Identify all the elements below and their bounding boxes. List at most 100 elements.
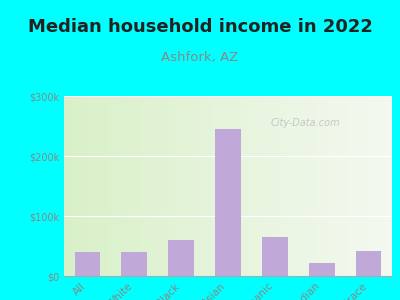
- Bar: [262, 96, 264, 276]
- Bar: [349, 96, 351, 276]
- Bar: [159, 96, 161, 276]
- Bar: [276, 96, 277, 276]
- Bar: [366, 96, 367, 276]
- Bar: [274, 96, 276, 276]
- Bar: [138, 96, 140, 276]
- Bar: [258, 96, 259, 276]
- Bar: [308, 96, 310, 276]
- Bar: [98, 96, 100, 276]
- Bar: [313, 96, 315, 276]
- Bar: [72, 96, 74, 276]
- Bar: [280, 96, 282, 276]
- Bar: [234, 96, 236, 276]
- Bar: [149, 96, 151, 276]
- Bar: [126, 96, 128, 276]
- Bar: [202, 96, 204, 276]
- Bar: [351, 96, 353, 276]
- Bar: [223, 96, 225, 276]
- Bar: [386, 96, 387, 276]
- Bar: [240, 96, 241, 276]
- Bar: [264, 96, 266, 276]
- Bar: [374, 96, 376, 276]
- Bar: [272, 96, 274, 276]
- Bar: [333, 96, 334, 276]
- Bar: [304, 96, 305, 276]
- Bar: [371, 96, 372, 276]
- Bar: [185, 96, 187, 276]
- Bar: [115, 96, 116, 276]
- Bar: [154, 96, 156, 276]
- Bar: [90, 96, 92, 276]
- Bar: [152, 96, 154, 276]
- Bar: [359, 96, 361, 276]
- Bar: [295, 96, 297, 276]
- Bar: [156, 96, 158, 276]
- Bar: [279, 96, 280, 276]
- Bar: [100, 96, 102, 276]
- Bar: [277, 96, 279, 276]
- Bar: [184, 96, 185, 276]
- Bar: [340, 96, 341, 276]
- Bar: [118, 96, 120, 276]
- Bar: [387, 96, 389, 276]
- Bar: [195, 96, 197, 276]
- Bar: [89, 96, 90, 276]
- Bar: [379, 96, 380, 276]
- Bar: [300, 96, 302, 276]
- Bar: [170, 96, 172, 276]
- Bar: [358, 96, 359, 276]
- Bar: [105, 96, 107, 276]
- Bar: [384, 96, 386, 276]
- Bar: [69, 96, 70, 276]
- Bar: [343, 96, 344, 276]
- Bar: [176, 96, 177, 276]
- Bar: [66, 96, 67, 276]
- Bar: [110, 96, 112, 276]
- Bar: [271, 96, 272, 276]
- Bar: [382, 96, 384, 276]
- Bar: [282, 96, 284, 276]
- Bar: [146, 96, 148, 276]
- Bar: [205, 96, 207, 276]
- Bar: [128, 96, 130, 276]
- Bar: [225, 96, 226, 276]
- Bar: [95, 96, 97, 276]
- Bar: [244, 96, 246, 276]
- Bar: [167, 96, 169, 276]
- Bar: [177, 96, 179, 276]
- Bar: [164, 96, 166, 276]
- Bar: [364, 96, 366, 276]
- Bar: [120, 96, 122, 276]
- Bar: [292, 96, 294, 276]
- Bar: [220, 96, 222, 276]
- Bar: [200, 96, 202, 276]
- Bar: [113, 96, 115, 276]
- Bar: [226, 96, 228, 276]
- Bar: [356, 96, 358, 276]
- Bar: [169, 96, 170, 276]
- Bar: [236, 96, 238, 276]
- Bar: [380, 96, 382, 276]
- Bar: [348, 96, 349, 276]
- Bar: [376, 96, 377, 276]
- Bar: [84, 96, 85, 276]
- Bar: [215, 129, 241, 276]
- Bar: [356, 251, 382, 276]
- Bar: [107, 96, 108, 276]
- Bar: [161, 96, 162, 276]
- Bar: [231, 96, 233, 276]
- Bar: [204, 96, 205, 276]
- Bar: [362, 96, 364, 276]
- Bar: [369, 96, 371, 276]
- Bar: [92, 96, 94, 276]
- Bar: [294, 96, 295, 276]
- Bar: [284, 96, 285, 276]
- Bar: [354, 96, 356, 276]
- Bar: [310, 96, 312, 276]
- Bar: [212, 96, 213, 276]
- Bar: [174, 96, 176, 276]
- Text: Median household income in 2022: Median household income in 2022: [28, 18, 372, 36]
- Bar: [162, 96, 164, 276]
- Text: Ashfork, AZ: Ashfork, AZ: [161, 51, 239, 64]
- Bar: [80, 96, 82, 276]
